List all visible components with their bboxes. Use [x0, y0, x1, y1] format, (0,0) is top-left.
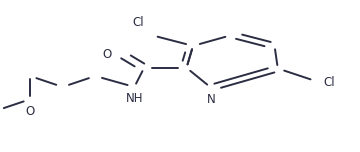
Text: O: O — [26, 105, 35, 118]
Text: Cl: Cl — [323, 76, 335, 89]
Text: Cl: Cl — [132, 16, 144, 29]
Text: NH: NH — [126, 92, 143, 105]
Text: O: O — [102, 48, 112, 61]
Text: N: N — [207, 93, 215, 106]
